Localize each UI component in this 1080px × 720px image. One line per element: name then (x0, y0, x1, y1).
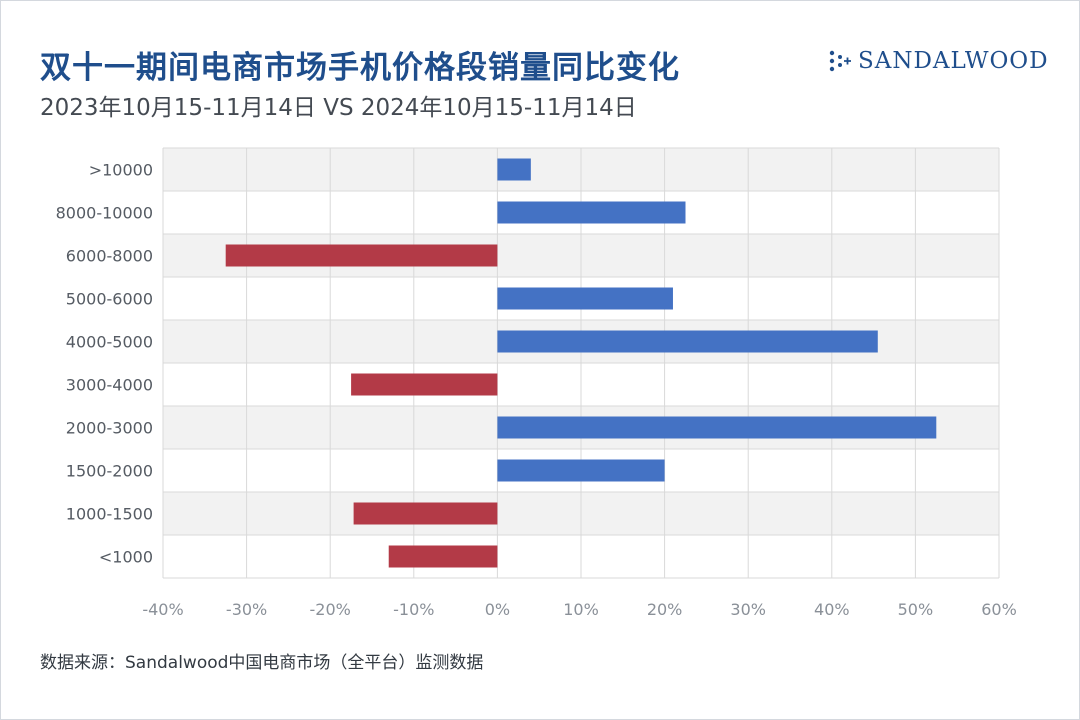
x-tick-label: 40% (814, 600, 850, 619)
y-category-label: 5000-6000 (66, 290, 153, 309)
x-tick-label: -30% (226, 600, 267, 619)
x-tick-label: 0% (485, 600, 510, 619)
x-tick-label: -10% (393, 600, 434, 619)
bar-6 (351, 373, 498, 396)
chart-subtitle: 2023年10月15-11月14日 VS 2024年10月15-11月14日 (40, 95, 637, 121)
y-category-label: <1000 (99, 548, 153, 567)
brand-logo: SANDALWOOD (826, 48, 1049, 74)
bar-9 (353, 502, 498, 525)
x-tick-label: 60% (981, 600, 1017, 619)
bar-2 (497, 201, 686, 224)
bar-5 (497, 330, 878, 353)
bar-8 (497, 459, 665, 482)
bar-4 (497, 287, 673, 310)
data-source-note: 数据来源：Sandalwood中国电商市场（全平台）监测数据 (40, 653, 484, 673)
brand-name: SANDALWOOD (858, 48, 1049, 74)
y-category-label: 1000-1500 (66, 505, 153, 524)
bar-1 (497, 158, 531, 181)
x-tick-label: -40% (142, 600, 183, 619)
y-category-label: 6000-8000 (66, 247, 153, 266)
y-category-label: 8000-10000 (56, 204, 153, 223)
y-category-label: 1500-2000 (66, 462, 153, 481)
y-category-label: >10000 (89, 161, 153, 180)
x-tick-label: 50% (898, 600, 934, 619)
bar-3 (225, 244, 498, 267)
x-tick-label: 30% (730, 600, 766, 619)
bar-7 (497, 416, 937, 439)
chart-title: 双十一期间电商市场手机价格段销量同比变化 (40, 50, 680, 86)
bar-10 (388, 545, 498, 568)
sandalwood-logo-icon (829, 50, 851, 72)
x-tick-label: -20% (310, 600, 351, 619)
x-tick-label: 20% (647, 600, 683, 619)
y-category-label: 2000-3000 (66, 419, 153, 438)
y-category-label: 4000-5000 (66, 333, 153, 352)
y-category-label: 3000-4000 (66, 376, 153, 395)
x-tick-label: 10% (563, 600, 599, 619)
